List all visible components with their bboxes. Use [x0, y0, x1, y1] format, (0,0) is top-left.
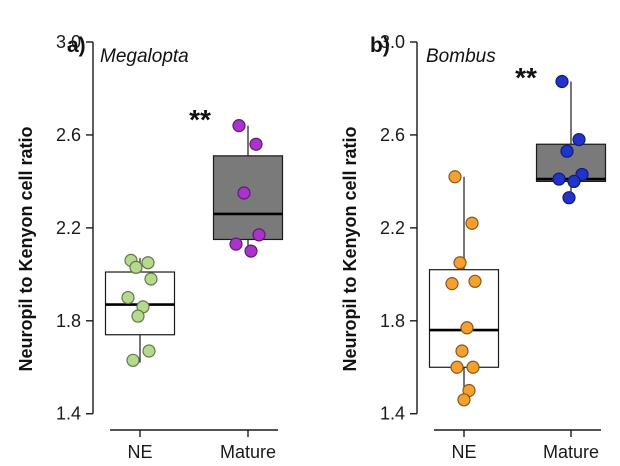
panel-b-ne-data-point	[450, 360, 464, 374]
panel-b-y-tick-label: 2.2	[380, 218, 405, 238]
panel-a-x-tick-ne: NE	[127, 442, 152, 462]
panel-a-ne-data-point	[121, 290, 135, 305]
panel-b-y-axis-label: Neuropil to Kenyon cell ratio	[340, 126, 360, 371]
panel-b-y-tick-label: 3.0	[380, 32, 405, 52]
panel-b-ne-data-point	[457, 393, 471, 407]
panel-a-plot-area: 1.4 1.8 2.2 2.6 3.0	[56, 32, 284, 437]
panel-b-y-tick-label: 1.8	[380, 311, 405, 331]
panel-b-mature-data-point	[555, 74, 569, 89]
panel-b-x-tick-ne: NE	[451, 442, 476, 462]
panel-b-ne-data-point	[453, 256, 467, 270]
panel-b-x-tick-mature: Mature	[543, 442, 599, 462]
panel-b-ne-data-point	[455, 344, 469, 358]
panel-b-y-tick-label: 1.4	[380, 404, 405, 424]
panel-a-x-tick-mature: Mature	[220, 442, 276, 462]
panel-a-ne-data-point	[129, 260, 143, 274]
panel-b-ne-data-point	[460, 321, 474, 335]
panel-a-ne-data-point	[144, 272, 158, 286]
panel-a-y-tick-label: 2.6	[56, 125, 81, 145]
panel-a-y-axis-label: Neuropil to Kenyon cell ratio	[16, 126, 36, 371]
panel-b-label: b)	[370, 34, 390, 57]
panel-a-ne-data-point	[142, 344, 156, 358]
panel-a-mature-data-point	[229, 237, 243, 251]
panel-a-y-tick-label: 1.8	[56, 311, 81, 331]
panel-a-y-tick-label: 1.4	[56, 404, 81, 424]
panel-a-significance: **	[189, 104, 211, 135]
panel-a-title: Megalopta	[100, 46, 189, 67]
panel-a-label: a)	[67, 34, 86, 57]
panel-a-ne-data-point	[131, 309, 145, 323]
panel-b-ne-data-point	[448, 170, 462, 184]
panel-a-mature-data-point	[252, 228, 266, 242]
panel-a: a) Megalopta Neuropil to Kenyon cell rat…	[16, 32, 284, 462]
panel-b-y-tick-label: 2.6	[380, 125, 405, 145]
panel-b-mature-data-point	[567, 174, 581, 189]
panel-a-ne-data-point	[141, 256, 155, 270]
panel-a-mature-data-point	[237, 186, 251, 200]
panel-b-mature-data-point	[562, 191, 576, 205]
panel-b-mature-data-point	[560, 144, 574, 158]
panel-a-mature-data-point	[249, 137, 263, 151]
panel-a-y-tick-label: 3.0	[56, 32, 81, 52]
panel-b-ne-data-point	[465, 216, 479, 230]
panel-b: b) Bombus Neuropil to Kenyon cell ratio …	[340, 32, 607, 462]
panel-b-significance: **	[515, 62, 537, 93]
panel-b-ne-data-point	[466, 360, 480, 374]
panel-b-mature-data-point	[572, 132, 586, 147]
panel-b-plot-area: 1.4 1.8 2.2 2.6 3.0	[380, 32, 607, 437]
panel-a-y-tick-label: 2.2	[56, 218, 81, 238]
panel-a-mature-data-point	[244, 244, 258, 258]
panel-b-ne-data-point	[468, 274, 482, 288]
panel-b-title: Bombus	[426, 46, 496, 67]
panel-b-ne-data-point	[445, 277, 459, 291]
panel-a-ne-data-point	[126, 353, 140, 367]
panel-b-mature-data-point	[552, 172, 566, 186]
panel-a-mature-data-point	[232, 119, 246, 133]
